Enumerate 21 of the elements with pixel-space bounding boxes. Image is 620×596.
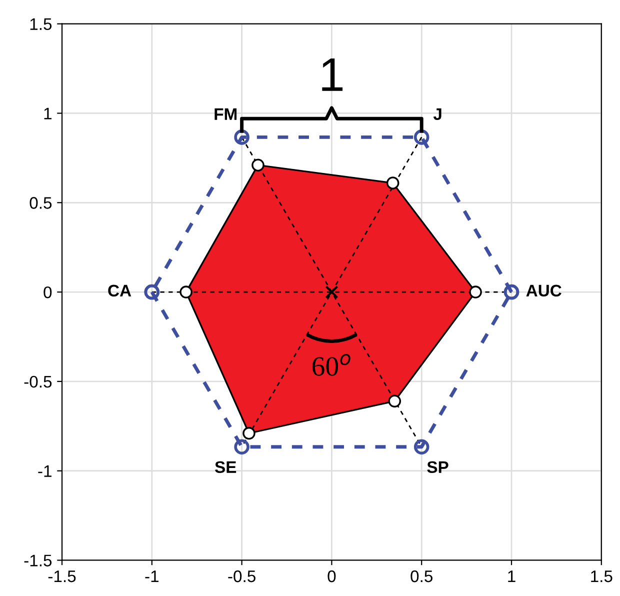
y-tick-label: -0.5 — [24, 376, 52, 388]
y-tick-label: 1.5 — [30, 18, 52, 30]
x-tick-label: 0.5 — [410, 570, 432, 582]
annotation: CA — [108, 284, 132, 297]
y-tick-label: -1.5 — [24, 554, 52, 566]
x-tick-label: -0.5 — [228, 570, 256, 582]
x-tick-label: -1 — [145, 570, 158, 582]
y-tick-label: -1 — [38, 465, 52, 477]
x-tick-label: 1 — [508, 570, 516, 582]
annotation: 1 — [322, 58, 343, 91]
annotation: SP — [427, 461, 448, 474]
y-tick-label: 0 — [44, 286, 52, 298]
annotation: FM — [214, 108, 237, 120]
annotation: AUC — [526, 284, 562, 297]
x-tick-label: 0 — [328, 570, 336, 582]
annotation: SE — [214, 461, 236, 474]
y-tick-label: 0.5 — [30, 197, 52, 209]
annotation: J — [433, 108, 442, 120]
y-tick-label: 1 — [44, 108, 52, 120]
x-tick-label: 1.5 — [591, 570, 612, 582]
annotation: 60$^{o}$ — [312, 354, 350, 376]
